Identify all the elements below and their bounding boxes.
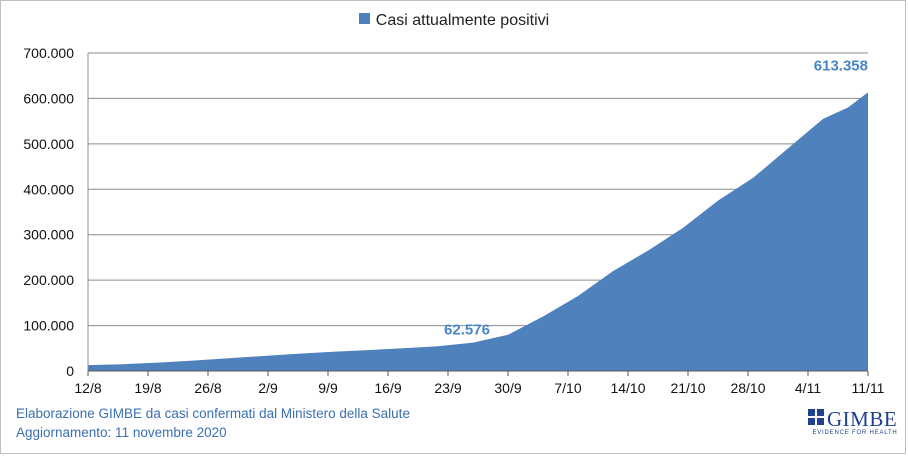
y-tick-label: 500.000	[23, 136, 74, 152]
series-area-path	[88, 92, 868, 372]
logo-grid-icon	[808, 409, 825, 426]
annotations: 62.576 613.358	[444, 57, 868, 338]
footer-source: Elaborazione GIMBE da casi confermati da…	[16, 406, 410, 421]
x-tick-label: 2/9	[258, 380, 278, 396]
x-tick-labels: 12/8 19/8 26/8 2/9 9/9 16/9 23/9 30/9 7/10 14/10 2…	[74, 380, 884, 396]
y-tick-label: 100.000	[23, 318, 74, 334]
x-tick-label: 12/8	[74, 380, 101, 396]
x-tick-label: 7/10	[554, 380, 581, 396]
x-tick-label: 14/10	[610, 380, 645, 396]
x-tick-label: 11/11	[852, 380, 885, 396]
footer-updated: Aggiornamento: 11 novembre 2020	[16, 425, 227, 440]
x-tick-label: 19/8	[134, 380, 161, 396]
footer: Elaborazione GIMBE da casi confermati da…	[16, 404, 410, 442]
y-tick-label: 400.000	[23, 181, 74, 197]
x-tick-label: 28/10	[730, 380, 765, 396]
area-chart: 0 100.000 200.000 300.000 400.000 500.000 600.…	[23, 45, 884, 396]
axes	[87, 53, 869, 376]
legend-label: Casi attualmente positivi	[375, 12, 550, 29]
legend-swatch	[358, 13, 370, 24]
data-label: 62.576	[444, 322, 490, 339]
y-tick-labels: 0 100.000 200.000 300.000 400.000 500.000 600.…	[23, 45, 74, 379]
data-label: 613.358	[814, 57, 868, 74]
y-tick-label: 0	[66, 363, 74, 379]
x-tick-label: 21/10	[670, 380, 705, 396]
y-tick-label: 600.000	[23, 90, 74, 106]
series-area	[88, 92, 868, 372]
x-tick-label: 30/9	[494, 380, 521, 396]
y-tick-label: 200.000	[23, 272, 74, 288]
x-tick-label: 23/9	[434, 380, 461, 396]
x-tick-label: 4/11	[795, 380, 821, 396]
logo-wordmark: GIMBE	[827, 407, 898, 431]
y-tick-label: 700.000	[23, 45, 74, 61]
gimbe-logo: GIMBE EVIDENCE FOR HEALTH	[808, 407, 900, 441]
x-tick-label: 26/8	[194, 380, 221, 396]
x-tick-label: 16/9	[374, 380, 401, 396]
logo-tagline: EVIDENCE FOR HEALTH	[812, 430, 898, 436]
x-tick-label: 9/9	[318, 380, 338, 396]
legend: Casi attualmente positivi	[0, 12, 908, 30]
y-tick-label: 300.000	[23, 227, 74, 243]
